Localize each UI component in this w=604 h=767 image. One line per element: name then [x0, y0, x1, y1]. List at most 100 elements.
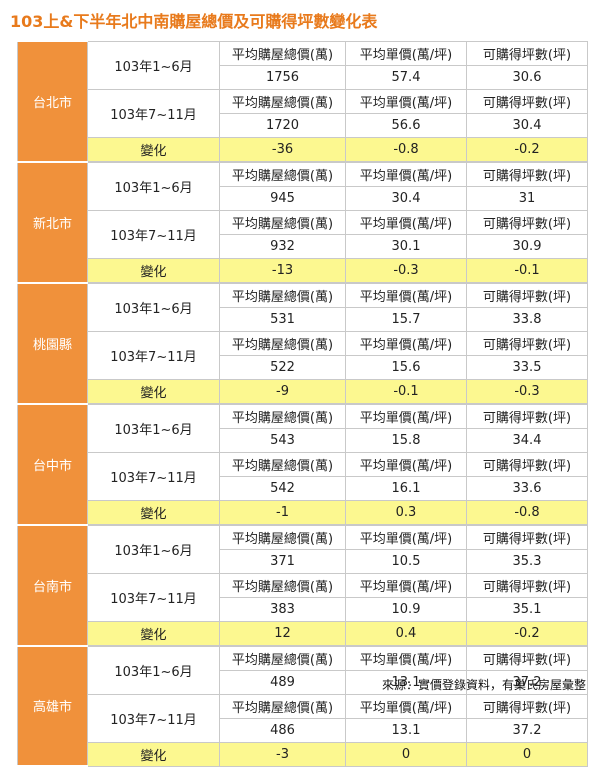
column-header: 平均購屋總價(萬) — [219, 693, 346, 719]
column-header: 可購得坪數(坪) — [466, 644, 588, 671]
column-header: 平均購屋總價(萬) — [219, 88, 346, 114]
column-header: 平均單價(萬/坪) — [345, 160, 467, 187]
value-cell: 531 — [219, 306, 346, 332]
change-label: 變化 — [87, 136, 220, 162]
value-cell: 932 — [219, 233, 346, 259]
period-label: 103年7~11月 — [87, 88, 220, 138]
change-cell: -0.1 — [466, 257, 588, 283]
value-cell: 30.9 — [466, 233, 588, 259]
column-header: 平均購屋總價(萬) — [219, 572, 346, 598]
city-name: 桃園縣 — [17, 281, 88, 405]
value-cell: 543 — [219, 427, 346, 453]
column-header: 平均單價(萬/坪) — [345, 451, 467, 477]
value-cell: 522 — [219, 354, 346, 380]
group-header-row: 台中市 103年1~6月 平均購屋總價(萬) 平均單價(萬/坪) 可購得坪數(坪) — [17, 402, 588, 526]
column-header: 平均購屋總價(萬) — [219, 402, 346, 429]
change-cell: -0.8 — [345, 136, 467, 162]
column-header: 可購得坪數(坪) — [466, 451, 588, 477]
city-name: 台北市 — [17, 40, 88, 163]
change-cell: -0.2 — [466, 136, 588, 162]
column-header: 平均購屋總價(萬) — [219, 160, 346, 187]
value-cell: 15.6 — [345, 354, 467, 380]
value-cell: 56.6 — [345, 112, 467, 138]
column-header: 可購得坪數(坪) — [466, 40, 588, 66]
value-cell: 383 — [219, 596, 346, 622]
change-cell: 12 — [219, 620, 346, 646]
change-cell: 0.3 — [345, 499, 467, 525]
value-cell: 33.8 — [466, 306, 588, 332]
table-row: 543 15.8 34.4 — [18, 427, 588, 453]
column-header: 平均購屋總價(萬) — [219, 523, 346, 550]
group-header-row: 103年7~11月 平均購屋總價(萬) 平均單價(萬/坪) 可購得坪數(坪) — [18, 693, 588, 743]
value-cell: 13.1 — [345, 717, 467, 743]
column-header: 平均單價(萬/坪) — [345, 693, 467, 719]
change-cell: 0 — [345, 741, 467, 767]
value-cell: 15.7 — [345, 306, 467, 332]
value-cell: 35.3 — [466, 548, 588, 574]
change-label: 變化 — [87, 499, 220, 525]
value-cell: 371 — [219, 548, 346, 574]
change-cell: -9 — [219, 378, 346, 404]
column-header: 可購得坪數(坪) — [466, 281, 588, 308]
value-cell: 37.2 — [466, 669, 588, 695]
change-cell: 0 — [466, 741, 588, 767]
table-row: 522 15.6 33.5 — [18, 354, 588, 380]
change-cell: -1 — [219, 499, 346, 525]
table-row: 932 30.1 30.9 — [18, 233, 588, 259]
value-cell: 33.5 — [466, 354, 588, 380]
city-name: 台南市 — [17, 523, 88, 647]
change-row: 變化 -36 -0.8 -0.2 — [18, 136, 588, 162]
table-row: 945 30.4 31 — [18, 185, 588, 211]
column-header: 可購得坪數(坪) — [466, 160, 588, 187]
column-header: 平均單價(萬/坪) — [345, 88, 467, 114]
column-header: 平均單價(萬/坪) — [345, 330, 467, 356]
city-name: 新北市 — [17, 160, 88, 284]
period-label: 103年7~11月 — [87, 572, 220, 622]
change-label: 變化 — [87, 257, 220, 283]
source-note: 來源：實價登錄資料，有巢氏房屋彙整 — [381, 678, 586, 692]
group-header-row: 台北市 103年1~6月 平均購屋總價(萬) 平均單價(萬/坪) 可購得坪數(坪) — [17, 40, 588, 163]
table-row: 531 15.7 33.8 — [18, 306, 588, 332]
value-cell: 30.1 — [345, 233, 467, 259]
column-header: 平均單價(萬/坪) — [345, 40, 467, 66]
change-row: 變化 -9 -0.1 -0.3 — [18, 378, 588, 404]
table-title: 103上&下半年北中南購屋總價及可購得坪數變化表 — [10, 12, 378, 31]
table-row: 1756 57.4 30.6 — [18, 64, 588, 90]
value-cell: 30.6 — [466, 64, 588, 90]
column-header: 可購得坪數(坪) — [466, 572, 588, 598]
value-cell: 57.4 — [345, 64, 467, 90]
column-header: 可購得坪數(坪) — [466, 209, 588, 235]
period-label: 103年7~11月 — [87, 451, 220, 501]
value-cell: 945 — [219, 185, 346, 211]
value-cell: 30.4 — [466, 112, 588, 138]
change-cell: -0.8 — [466, 499, 588, 525]
value-cell: 33.6 — [466, 475, 588, 501]
change-cell: -3 — [219, 741, 346, 767]
group-header-row: 103年7~11月 平均購屋總價(萬) 平均單價(萬/坪) 可購得坪數(坪) — [18, 330, 588, 380]
change-cell: -0.3 — [345, 257, 467, 283]
change-row: 變化 -1 0.3 -0.8 — [18, 499, 588, 525]
column-header: 平均單價(萬/坪) — [345, 209, 467, 235]
price-change-table: 台北市 103年1~6月 平均購屋總價(萬) 平均單價(萬/坪) 可購得坪數(坪) 175… — [17, 40, 588, 767]
column-header: 平均單價(萬/坪) — [345, 523, 467, 550]
period-label: 103年7~11月 — [87, 209, 220, 259]
change-row: 變化 -3 0 0 — [18, 741, 588, 767]
change-cell: 0.4 — [345, 620, 467, 646]
change-label: 變化 — [87, 620, 220, 646]
column-header: 可購得坪數(坪) — [466, 693, 588, 719]
column-header: 平均購屋總價(萬) — [219, 330, 346, 356]
period-label: 103年7~11月 — [87, 330, 220, 380]
value-cell: 1756 — [219, 64, 346, 90]
value-cell: 489 — [219, 669, 346, 695]
change-cell: -0.2 — [466, 620, 588, 646]
column-header: 平均購屋總價(萬) — [219, 209, 346, 235]
period-label: 103年1~6月 — [87, 160, 220, 211]
value-cell: 34.4 — [466, 427, 588, 453]
value-cell: 1720 — [219, 112, 346, 138]
table-row: 1720 56.6 30.4 — [18, 112, 588, 138]
change-row: 變化 12 0.4 -0.2 — [18, 620, 588, 646]
change-label: 變化 — [87, 378, 220, 404]
city-name: 台中市 — [17, 402, 88, 526]
value-cell: 15.8 — [345, 427, 467, 453]
group-header-row: 103年7~11月 平均購屋總價(萬) 平均單價(萬/坪) 可購得坪數(坪) — [18, 572, 588, 622]
